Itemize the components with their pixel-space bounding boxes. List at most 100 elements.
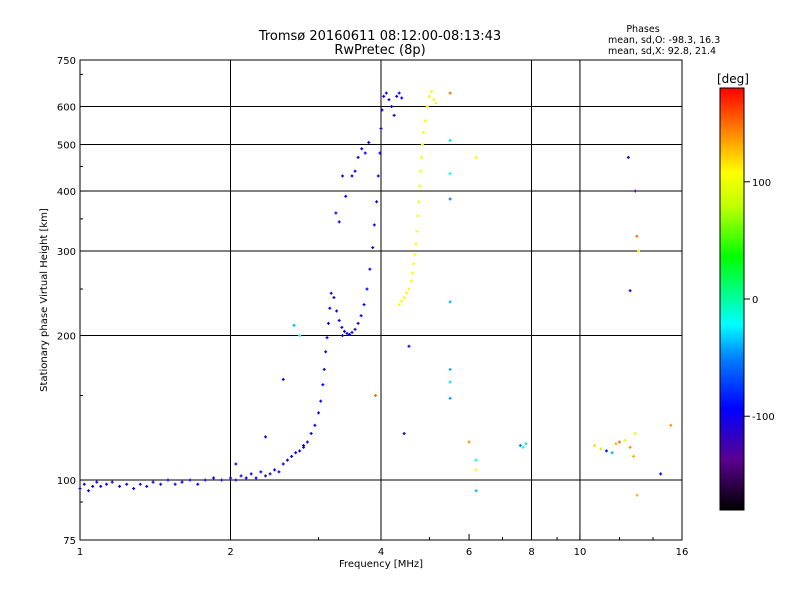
data-point <box>448 367 452 371</box>
data-point <box>417 200 421 204</box>
data-point <box>138 482 142 486</box>
colorbar-tick-label: 0 <box>752 295 758 306</box>
data-point <box>400 299 404 303</box>
data-point <box>82 482 86 486</box>
data-point <box>635 234 639 238</box>
data-point <box>427 94 431 98</box>
data-point <box>234 478 238 482</box>
data-point <box>392 113 396 117</box>
y-tick-label: 600 <box>57 103 76 114</box>
data-point <box>474 458 478 462</box>
data-point <box>407 344 411 348</box>
data-point <box>281 462 285 466</box>
y-tick-label: 100 <box>57 476 76 487</box>
data-point <box>421 130 425 134</box>
data-point <box>397 91 401 95</box>
data-point <box>410 271 414 275</box>
data-point <box>372 223 376 227</box>
data-point <box>340 174 344 178</box>
data-point <box>173 482 177 486</box>
data-points <box>78 89 673 497</box>
data-point <box>298 334 302 338</box>
data-point <box>99 484 103 488</box>
data-point <box>633 432 637 436</box>
data-point <box>618 440 622 444</box>
data-point <box>356 321 360 325</box>
y-tick-label: 75 <box>63 536 76 547</box>
data-point <box>118 484 122 488</box>
data-point <box>359 314 363 318</box>
data-point <box>244 476 248 480</box>
data-point <box>375 200 379 204</box>
data-point <box>125 482 129 486</box>
data-point <box>348 332 352 336</box>
data-point <box>254 476 258 480</box>
data-point <box>87 489 91 493</box>
data-point <box>368 267 372 271</box>
data-point <box>319 399 323 403</box>
data-point <box>409 279 413 283</box>
y-tick-label: 200 <box>57 332 76 343</box>
data-point <box>264 474 268 478</box>
colorbar-tick-label: 100 <box>752 178 771 189</box>
data-point <box>326 321 330 325</box>
data-point <box>628 289 632 293</box>
data-point <box>402 296 406 300</box>
data-point <box>632 454 636 458</box>
data-point <box>294 451 298 455</box>
data-point <box>259 470 263 474</box>
data-point <box>414 242 418 246</box>
data-point <box>290 454 294 458</box>
data-point <box>448 138 452 142</box>
data-point <box>387 98 391 102</box>
colorbar-label: [deg] <box>717 72 749 86</box>
data-point <box>635 493 639 497</box>
data-point <box>350 330 354 334</box>
data-point <box>337 220 341 224</box>
data-point <box>448 380 452 384</box>
grid-lines <box>80 60 682 540</box>
data-point <box>353 327 357 331</box>
data-point <box>628 445 632 449</box>
data-point <box>390 105 394 109</box>
data-point <box>425 105 429 109</box>
data-point <box>268 472 272 476</box>
data-point <box>334 211 338 215</box>
data-point <box>416 214 420 218</box>
data-point <box>264 435 268 439</box>
data-point <box>474 155 478 159</box>
data-point <box>321 383 325 387</box>
data-point <box>518 444 522 448</box>
data-point <box>400 96 404 100</box>
data-point <box>432 98 436 102</box>
x-tick-label: 1 <box>77 547 83 558</box>
y-tick-label: 750 <box>57 56 76 67</box>
data-point <box>302 444 306 448</box>
data-point <box>659 472 663 476</box>
data-point <box>292 323 296 327</box>
data-point <box>448 300 452 304</box>
data-point <box>420 143 424 147</box>
x-tick-label: 6 <box>466 547 472 558</box>
data-point <box>599 447 603 451</box>
data-point <box>363 151 367 155</box>
data-point <box>328 306 332 310</box>
data-point <box>317 411 321 415</box>
data-point <box>365 287 369 291</box>
data-point <box>402 432 406 436</box>
data-point <box>371 246 375 250</box>
stats-heading: Phases <box>626 24 659 35</box>
data-point <box>95 480 99 484</box>
data-point <box>474 468 478 472</box>
data-point <box>229 476 232 480</box>
data-point <box>332 296 336 300</box>
data-point <box>203 478 207 482</box>
x-tick-label: 16 <box>676 547 689 558</box>
data-point <box>249 472 253 476</box>
data-point <box>407 287 411 291</box>
data-point <box>415 229 419 233</box>
data-point <box>521 445 525 449</box>
data-point <box>325 336 329 340</box>
x-axis-ticks: 1 2 4 6 8 10 16 <box>77 534 689 558</box>
